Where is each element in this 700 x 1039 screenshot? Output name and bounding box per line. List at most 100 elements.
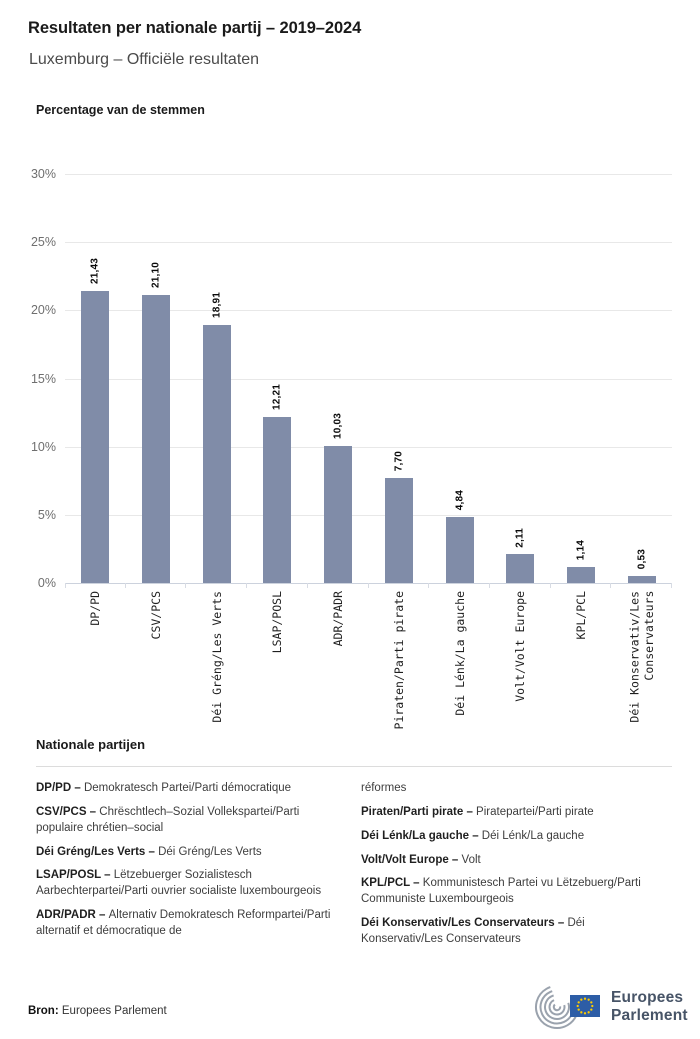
bar-slot: 10,03 xyxy=(308,174,369,588)
category-label: ADR/PADR xyxy=(330,591,345,647)
bar-slot: 21,10 xyxy=(126,174,187,588)
page-subtitle: Luxemburg – Officiële resultaten xyxy=(29,51,260,68)
y-tick-label: 10% xyxy=(30,439,56,454)
category-slot: Déi Konservativ/Les Conservateurs xyxy=(611,591,672,739)
party-full-name: Piratepartei/Parti pirate xyxy=(476,805,594,818)
category-slot: CSV/PCS xyxy=(126,591,187,739)
category-label: DP/PD xyxy=(88,591,103,626)
party-abbreviation: Déi Gréng/Les Verts – xyxy=(36,845,159,858)
parties-column-right: réformes Piraten/Parti pirate – Piratepar… xyxy=(361,781,667,956)
party-abbreviation: KPL/PCL – xyxy=(361,877,423,890)
category-label: Piraten/Parti pirate xyxy=(391,591,406,730)
hemicycle-flag-icon xyxy=(535,985,600,1029)
axis-tick xyxy=(549,583,551,588)
party-full-name: Déi Konservativ/Les Conservateurs xyxy=(361,917,585,946)
bar-value-label: 21,10 xyxy=(150,262,162,289)
bar[interactable] xyxy=(202,325,231,583)
y-tick-label: 5% xyxy=(37,507,56,522)
bar-slot: 7,70 xyxy=(369,174,430,588)
source-text: Europees Parlement xyxy=(61,1005,167,1017)
bar-slot: 4,84 xyxy=(429,174,490,588)
bar-slot: 2,11 xyxy=(490,174,551,588)
category-label: Déi Lénk/La gauche xyxy=(452,591,467,716)
category-label: CSV/PCS xyxy=(148,591,163,640)
axis-tick xyxy=(246,583,248,588)
bar-slot: 21,43 xyxy=(65,174,126,588)
party-entry: CSV/PCS – Chrëschtlech–Sozial Vollekspar… xyxy=(36,805,342,837)
bar-value-label: 21,43 xyxy=(89,257,101,284)
party-abbreviation: Déi Konservativ/Les Conservateurs – xyxy=(361,917,568,930)
y-tick-label: 15% xyxy=(30,371,56,386)
bar-value-label: 0,53 xyxy=(636,548,648,569)
gridline xyxy=(65,174,672,175)
parties-divider xyxy=(36,766,672,767)
bar[interactable] xyxy=(142,295,171,583)
eu-flag xyxy=(570,995,600,1017)
eu-flag-stars xyxy=(576,997,594,1015)
axis-tick xyxy=(185,583,187,588)
y-tick-label: 0% xyxy=(37,576,56,590)
category-slot: ADR/PADR xyxy=(308,591,369,739)
bar[interactable] xyxy=(324,446,353,583)
axis-tick xyxy=(488,583,490,588)
party-entry: Déi Gréng/Les Verts – Déi Gréng/Les Vert… xyxy=(36,845,342,861)
category-label: Volt/Volt Europe xyxy=(513,591,528,702)
category-label: KPL/PCL xyxy=(573,591,588,640)
gridline xyxy=(65,378,672,380)
gridline xyxy=(65,242,672,244)
bar[interactable] xyxy=(445,517,474,583)
bar[interactable] xyxy=(263,416,292,583)
party-full-name: Demokratesch Partei/Parti démocratique xyxy=(83,782,292,794)
source-line: Bron: Europees Parlement xyxy=(28,1005,167,1017)
bar[interactable] xyxy=(627,575,656,583)
party-entry: ADR/PADR – Alternativ Demokratesch Refor… xyxy=(36,908,342,940)
party-full-name: Chrëschtlech–Sozial Vollekspartei/Parti … xyxy=(36,805,300,834)
axis-tick xyxy=(124,583,126,588)
party-entry: Piraten/Parti pirate – Piratepartei/Part… xyxy=(361,805,667,821)
european-parliament-logo: Europees Parlement xyxy=(530,983,688,1031)
parties-heading: Nationale partijen xyxy=(36,737,146,752)
bar-slot: 1,14 xyxy=(551,174,612,588)
party-entry: LSAP/POSL – Lëtzebuerger Sozialistesch A… xyxy=(36,868,342,900)
axis-tick xyxy=(65,583,66,588)
bar-slots: 21,43 21,10 18,91 12,21 10,03 7,70 4,84 2,11 1,1… xyxy=(65,174,673,588)
bar[interactable] xyxy=(506,554,535,583)
party-abbreviation: Piraten/Parti pirate – xyxy=(361,805,477,818)
party-abbreviation: DP/PD – xyxy=(36,782,84,794)
bar[interactable] xyxy=(81,290,110,583)
category-label: LSAP/POSL xyxy=(270,591,285,654)
party-entry: KPL/PCL – Kommunistesch Partei vu Lëtzeb… xyxy=(361,876,667,908)
party-full-name: Déi Gréng/Les Verts xyxy=(158,845,262,858)
category-slot: Piraten/Parti pirate xyxy=(369,591,430,739)
party-full-name: Lëtzebuerger Sozialistesch Aarbechterpar… xyxy=(36,869,322,898)
bar[interactable] xyxy=(566,567,595,583)
party-abbreviation: CSV/PCS – xyxy=(36,805,100,818)
bar-slot: 12,21 xyxy=(247,174,308,588)
party-entry: DP/PD – Demokratesch Partei/Parti démocr… xyxy=(36,781,342,797)
bar-value-label: 10,03 xyxy=(332,413,344,440)
bar-value-label: 2,11 xyxy=(514,527,526,548)
category-slot: KPL/PCL xyxy=(551,591,612,739)
bar-slot: 18,91 xyxy=(186,174,248,588)
party-abbreviation: Déi Lénk/La gauche – xyxy=(361,829,482,842)
y-tick-label: 25% xyxy=(30,235,56,250)
party-full-name: Alternativ Demokratesch Reformpartei/Par… xyxy=(36,909,331,938)
y-tick-label: 20% xyxy=(30,303,56,318)
party-entry: réformes xyxy=(361,781,667,797)
category-slot: Déi Lénk/La gauche xyxy=(429,591,490,739)
category-label: Déi Gréng/Les Verts xyxy=(209,591,224,723)
logo-text: Europees Parlement xyxy=(611,988,688,1024)
category-slot: Déi Gréng/Les Verts xyxy=(186,591,247,739)
bar-slot: 0,53 xyxy=(611,174,673,588)
party-entry: Déi Konservativ/Les Conservateurs – Déi … xyxy=(361,916,667,948)
bar-value-label: 4,84 xyxy=(454,489,466,511)
party-abbreviation: Volt/Volt Europe – xyxy=(361,853,462,866)
bar[interactable] xyxy=(384,478,413,583)
category-slot: Volt/Volt Europe xyxy=(490,591,551,739)
y-tick-label: 30% xyxy=(30,167,56,181)
party-entry: Déi Lénk/La gauche – Déi Lénk/La gauche xyxy=(361,829,667,845)
axis-tick xyxy=(367,583,369,588)
category-slot: LSAP/POSL xyxy=(247,591,308,739)
parties-column-left: DP/PD – Demokratesch Partei/Parti démocr… xyxy=(36,781,342,948)
party-entry: Volt/Volt Europe – Volt xyxy=(361,853,667,869)
